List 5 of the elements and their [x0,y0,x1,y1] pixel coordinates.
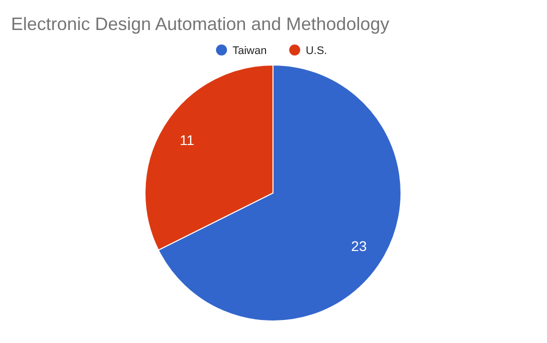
legend-label: Taiwan [232,45,267,57]
legend-label: U.S. [306,45,328,57]
chart-title: Electronic Design Automation and Methodology [11,14,390,34]
data-label: 11 [180,132,194,148]
data-label: 23 [351,238,367,254]
